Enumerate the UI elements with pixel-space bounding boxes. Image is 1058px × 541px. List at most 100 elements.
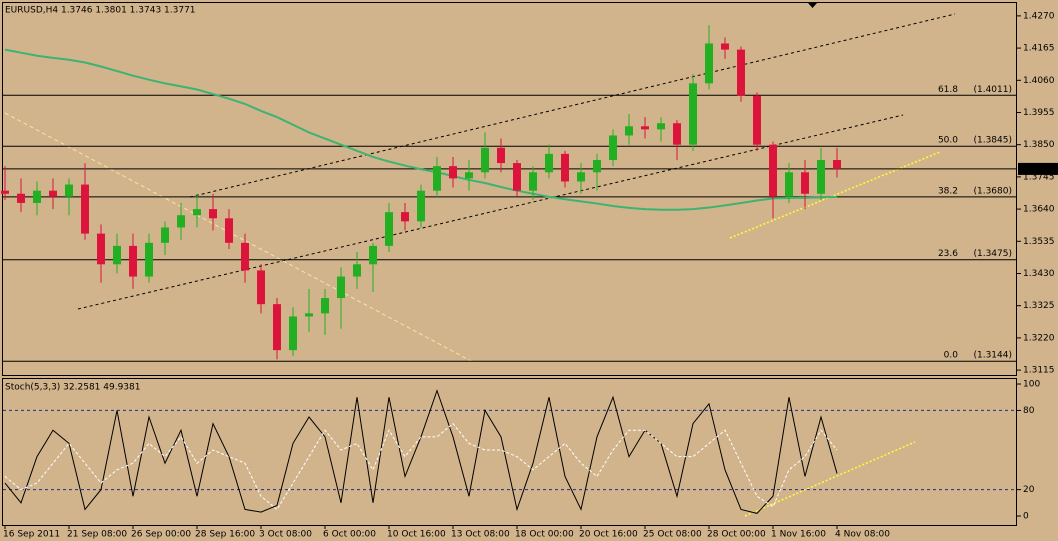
fib-level-label: 0.0 [944,351,959,361]
fib-price-label: (1.3144) [973,351,1012,361]
x-tick-label: 13 Oct 08:00 [451,530,510,540]
candle-body [449,166,457,179]
candle-body [577,172,585,182]
y-tick-label: 1.3955 [1023,108,1055,118]
candle-body [209,209,217,219]
candle-body [257,270,265,305]
candle-body [465,172,473,179]
candle-body [433,166,441,191]
candle-body [353,264,361,277]
candle-body [273,304,281,351]
candle-body [129,245,137,277]
candle-body [689,83,697,145]
candle-body [241,242,249,271]
y-tick-label: 100 [1023,380,1040,390]
candle-body [657,123,665,130]
y-tick-label: 1.3535 [1023,237,1055,247]
y-tick-label: 0 [1023,512,1029,522]
candle-body [529,172,537,191]
chart-title: EURUSD,H4 1.3746 1.3801 1.3743 1.3771 [5,6,196,16]
candle-body [193,209,201,216]
candle-body [561,153,569,182]
y-tick-label: 1.3220 [1023,333,1055,343]
x-tick-label: 21 Sep 08:00 [67,530,127,540]
candle-body [417,190,425,222]
candle-body [625,126,633,136]
candle-body [113,245,121,265]
x-tick-label: 25 Oct 08:00 [643,530,702,540]
candle-body [145,242,153,277]
indicator-line [4,389,838,514]
fib-price-label: (1.3845) [973,136,1012,146]
candle-body [33,190,41,203]
stoch-panel [2,378,1017,526]
candle-body [785,172,793,197]
candle-body [769,144,777,197]
x-tick-label: 18 Oct 00:00 [515,530,574,540]
candle-body [497,147,505,164]
y-tick-label: 1.4270 [1023,11,1055,21]
trend-line [4,112,476,364]
price-box-label: 1.3771 [1022,164,1054,174]
candle-body [289,316,297,351]
x-tick-label: 28 Oct 00:00 [707,530,766,540]
candle-body [609,135,617,161]
fib-price-label: (1.3680) [973,186,1012,196]
trend-line [744,441,916,517]
fib-level-label: 61.8 [938,85,958,95]
candle-body [801,172,809,194]
trend-line [729,151,941,239]
y-tick-label: 1.3430 [1023,269,1055,279]
candle-body [305,313,313,317]
candle-body [721,43,729,50]
candle-body [401,212,409,222]
moving-average [4,48,838,211]
x-tick-label: 10 Oct 16:00 [387,530,446,540]
candle-body [225,218,233,243]
y-tick-label: 1.3115 [1023,366,1055,376]
candle-body [481,147,489,173]
y-tick-label: 80 [1023,406,1035,416]
candle-body [641,126,649,130]
fib-price-label: (1.4011) [973,85,1012,95]
x-tick-label: 26 Sep 00:00 [131,530,191,540]
candle-body [65,184,73,197]
candle-body [49,190,57,197]
candle-body [705,43,713,84]
candle-body [833,160,841,169]
x-tick-label: 20 Oct 16:00 [579,530,638,540]
candle-body [337,276,345,299]
y-tick-label: 1.3640 [1023,205,1055,215]
candle-body [513,163,521,191]
candle-body [1,190,9,194]
y-tick-label: 1.4165 [1023,44,1055,54]
candle-body [161,227,169,243]
candle-body [369,245,377,265]
fib-price-label: (1.3475) [973,249,1012,259]
indicator-title: Stoch(5,3,3) 32.2581 49.9381 [5,383,140,393]
x-tick-label: 28 Sep 16:00 [195,530,255,540]
indicator-line [4,422,838,511]
fib-level-label: 38.2 [938,186,958,196]
candle-body [673,123,681,145]
x-tick-label: 1 Nov 16:00 [771,530,826,540]
y-tick-label: 1.3850 [1023,140,1055,150]
x-tick-label: 6 Oct 00:00 [323,530,376,540]
candle-body [737,49,745,96]
x-tick-label: 4 Nov 08:00 [835,530,890,540]
candle-body [545,153,553,173]
fib-level-label: 50.0 [938,136,958,146]
main-panel [2,2,1017,376]
candle-body [593,160,601,173]
x-tick-label: 16 Sep 2011 [3,530,60,540]
y-tick-label: 1.4060 [1023,76,1055,86]
candle-body [321,298,329,314]
fib-level-label: 23.6 [938,249,958,259]
y-tick-label: 20 [1023,485,1035,495]
candle-body [17,193,25,203]
candle-body [753,95,761,145]
candle-body [177,215,185,228]
channel-line [189,13,956,198]
